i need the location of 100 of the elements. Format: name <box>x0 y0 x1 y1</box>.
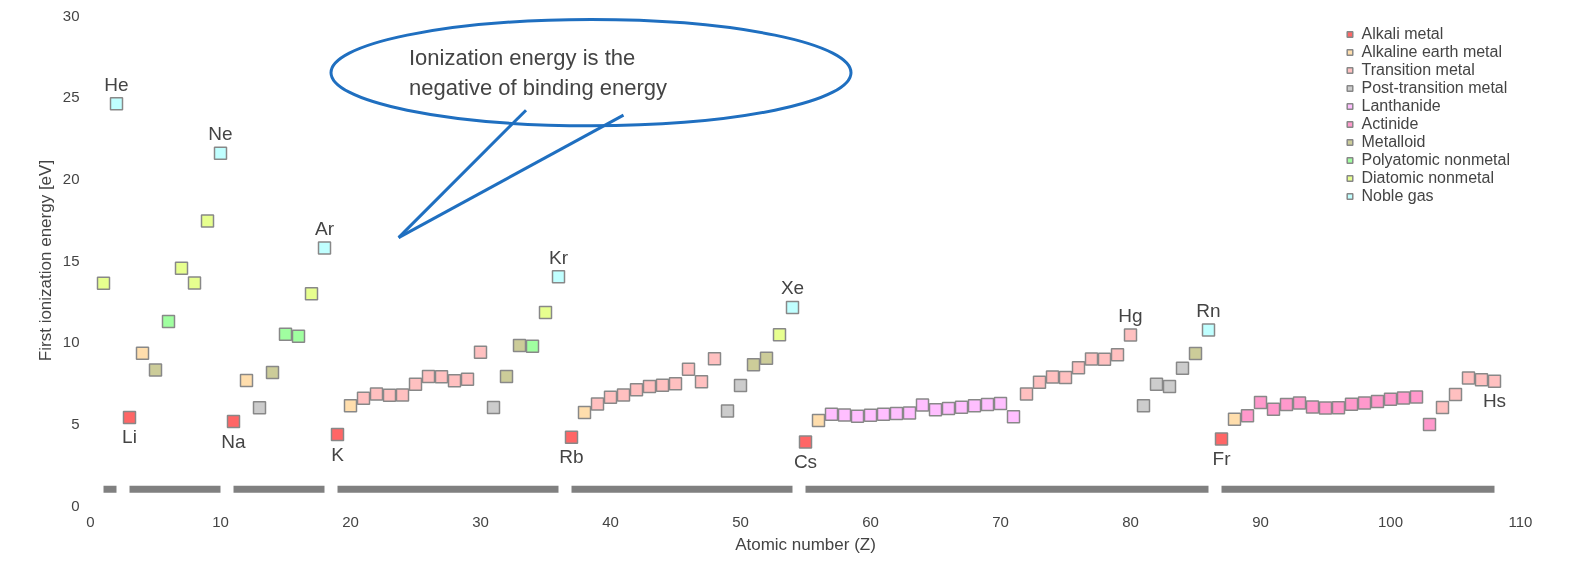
point <box>447 373 462 388</box>
x-tick-label: 10 <box>212 512 229 530</box>
point <box>980 397 995 412</box>
annotation: Ionization energy is the negative of binding energy <box>409 45 668 101</box>
x-tick-label: 50 <box>732 512 749 530</box>
point <box>213 146 228 161</box>
x-tick-label: 60 <box>862 512 879 530</box>
point <box>1019 387 1034 401</box>
x-tick-label: 30 <box>472 512 489 530</box>
point <box>330 427 345 442</box>
annotation: He <box>104 73 129 95</box>
point <box>928 403 943 417</box>
point <box>369 387 384 401</box>
point <box>707 351 722 366</box>
point <box>941 401 956 416</box>
point <box>135 346 150 361</box>
point <box>1266 402 1281 417</box>
point <box>681 362 696 377</box>
point <box>1175 361 1190 375</box>
point <box>408 377 423 391</box>
x-tick-label: 110 <box>1508 512 1533 530</box>
point <box>590 397 605 411</box>
annotation: Kr <box>549 246 569 268</box>
annotation: Hs <box>1482 390 1507 412</box>
point <box>1409 390 1424 404</box>
point <box>1032 375 1047 389</box>
x-tick-label: 100 <box>1377 512 1404 530</box>
annotation: Cs <box>793 450 818 472</box>
point <box>395 388 410 402</box>
legend-label: Noble gas <box>1361 187 1434 205</box>
legend-label: Actinide <box>1361 115 1419 133</box>
annotation: Hg <box>1118 304 1143 326</box>
point <box>1474 372 1489 387</box>
point <box>1448 387 1463 402</box>
y-tick-label: 30 <box>62 6 80 24</box>
point <box>187 276 202 290</box>
y-tick-label: 20 <box>62 169 80 187</box>
point <box>239 373 254 388</box>
point <box>889 406 904 421</box>
point <box>1396 391 1411 405</box>
point <box>1006 410 1021 424</box>
point <box>122 410 137 425</box>
annotation: Rb <box>559 446 584 468</box>
legend-label: Alkaline earth metal <box>1361 43 1502 61</box>
legend-label: Post-transition metal <box>1361 79 1508 97</box>
point <box>200 214 215 228</box>
legend-label: Polyatomic nonmetal <box>1361 151 1510 169</box>
point <box>434 370 449 384</box>
y-tick-label: 25 <box>62 88 80 106</box>
point <box>772 328 787 342</box>
point <box>915 398 930 412</box>
point <box>1058 370 1073 385</box>
point <box>642 379 657 394</box>
annotation: Ar <box>315 218 335 240</box>
point <box>460 372 475 386</box>
point <box>1201 323 1216 337</box>
x-tick-label: 80 <box>1122 512 1139 530</box>
y-tick-label: 5 <box>71 414 80 432</box>
point <box>226 414 241 429</box>
point <box>954 400 969 414</box>
point <box>473 345 488 359</box>
legend-label: Diatomic nonmetal <box>1361 169 1494 187</box>
point <box>1136 398 1151 413</box>
point <box>148 363 163 377</box>
point <box>1318 401 1333 415</box>
point <box>1097 352 1112 366</box>
point <box>1227 412 1242 427</box>
legend-label: Alkali metal <box>1361 25 1444 43</box>
point <box>486 400 501 415</box>
point <box>278 327 293 341</box>
point <box>798 435 813 449</box>
point <box>967 398 982 413</box>
point <box>1084 352 1099 366</box>
point <box>655 378 670 393</box>
point <box>382 388 397 402</box>
point <box>863 408 878 422</box>
point <box>811 413 826 428</box>
annotation: K <box>331 443 345 465</box>
y-tick-label: 15 <box>62 251 80 269</box>
x-tick-label: 70 <box>992 512 1009 530</box>
point <box>603 390 618 404</box>
point <box>902 406 917 420</box>
point <box>1344 397 1359 411</box>
point <box>1305 400 1320 414</box>
point <box>1110 347 1125 362</box>
point <box>694 374 709 389</box>
point <box>252 400 267 415</box>
point <box>174 261 189 275</box>
annotation: Rn <box>1196 299 1221 321</box>
point <box>785 300 800 315</box>
point <box>993 396 1008 411</box>
point <box>1383 392 1398 407</box>
point <box>1123 328 1138 342</box>
point <box>1279 397 1294 412</box>
annotation: Ne <box>208 123 233 145</box>
point <box>1045 370 1060 384</box>
point <box>161 314 176 329</box>
point <box>629 382 644 397</box>
legend-label: Lanthanide <box>1361 97 1441 115</box>
point <box>746 358 761 372</box>
